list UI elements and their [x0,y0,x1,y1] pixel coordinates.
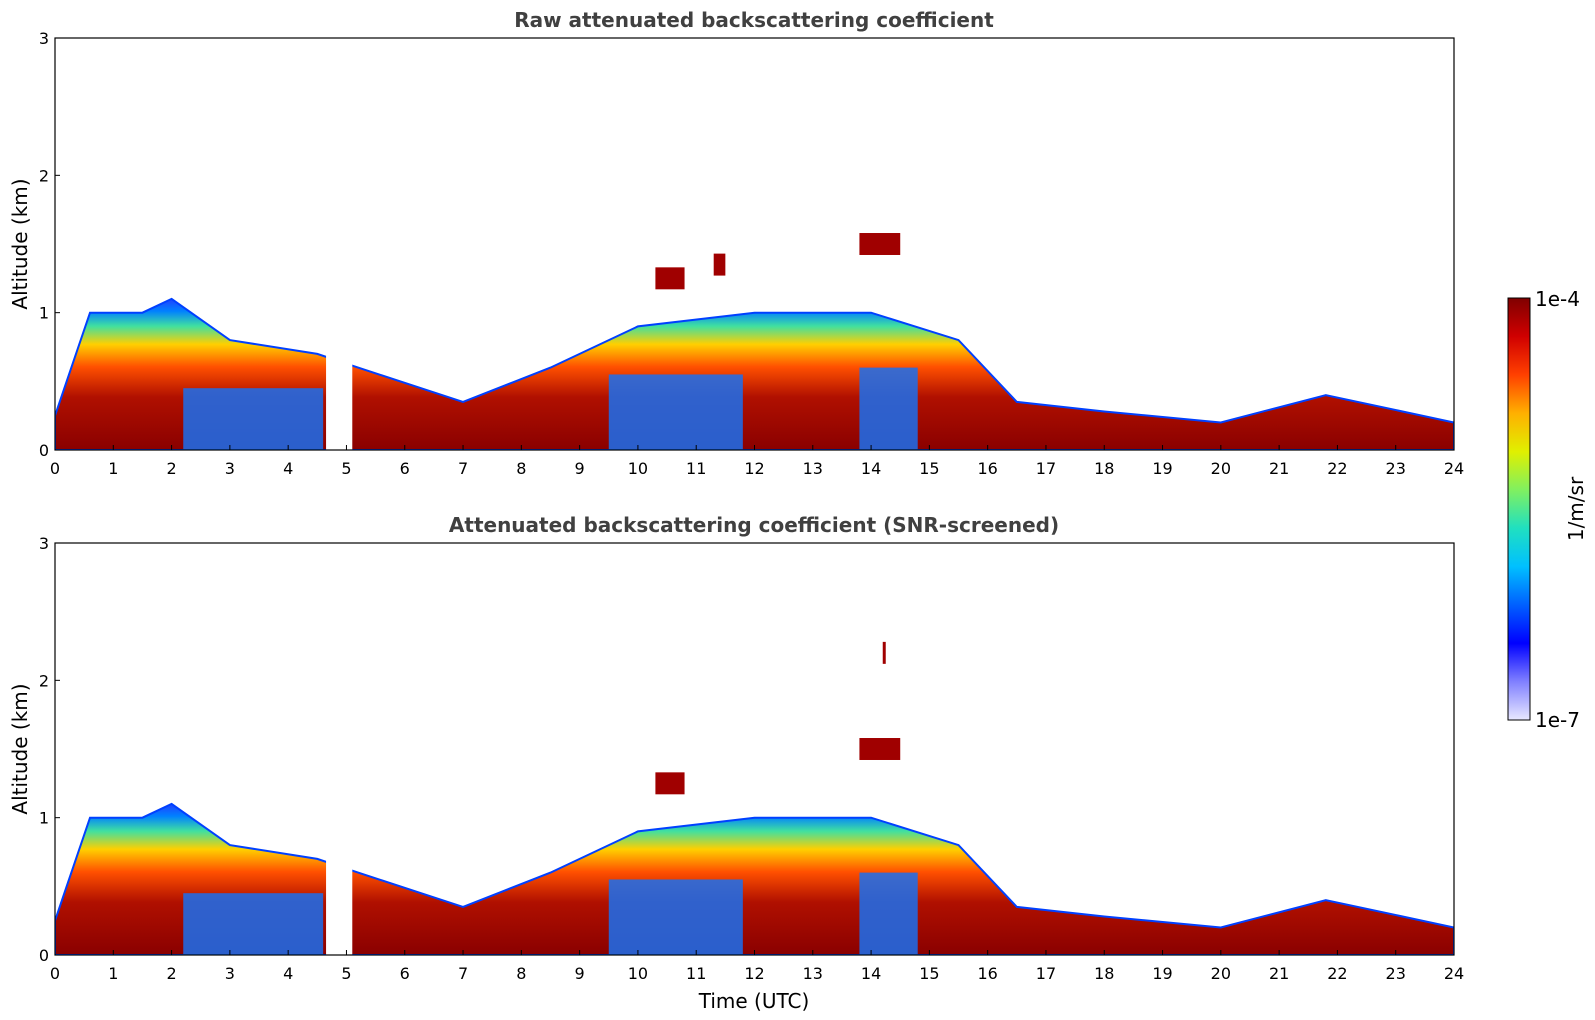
raw-backscatter-panel: Raw attenuated backscattering coefficien… [8,8,1464,478]
aerosol-plume [859,367,918,450]
data-gap [326,543,353,955]
x-tick-label: 17 [1036,964,1056,983]
x-tick-label: 14 [861,964,881,983]
x-axis: 0 1 2 3 4 5 6 7 8 9 10 11 12 13 14 15 16 17 18 19 20 21 22 23 24 [50,445,1464,478]
elevated-layer [713,253,726,276]
aerosol-plume [859,872,918,955]
y-axis-label: Altitude (km) [8,178,32,309]
data-gap [326,38,353,450]
y-axis: 0 1 2 3 [39,29,60,460]
x-tick-label: 15 [919,459,939,478]
x-tick-label: 9 [575,459,585,478]
x-tick-label: 19 [1152,459,1172,478]
x-tick-label: 7 [458,459,468,478]
aerosol-plume [183,388,324,450]
x-tick-label: 9 [575,964,585,983]
y-axis-label: Altitude (km) [8,683,32,814]
noise-region [1430,38,1454,334]
elevated-layer [859,738,901,760]
x-tick-label: 3 [225,459,235,478]
x-tick-label: 10 [628,459,648,478]
x-tick-label: 3 [225,964,235,983]
aerosol-plume [183,893,324,955]
chart-title: Attenuated backscattering coefficient (S… [449,513,1059,537]
x-tick-label: 2 [166,459,176,478]
y-tick-label: 0 [39,946,49,965]
chart-title: Raw attenuated backscattering coefficien… [514,8,994,32]
noise-region [352,38,1011,368]
x-tick-label: 16 [977,459,997,478]
heatmap-area [55,543,1454,955]
x-tick-label: 12 [744,964,764,983]
y-tick-label: 3 [39,29,49,48]
noise-region [1319,38,1344,334]
boundary-layer [55,802,1454,955]
x-tick-label: 17 [1036,459,1056,478]
x-tick-label: 2 [166,964,176,983]
snr-screened-panel: Attenuated backscattering coefficient (S… [8,513,1464,1013]
x-tick-label: 24 [1444,459,1464,478]
x-tick-label: 13 [803,964,823,983]
x-tick-label: 18 [1094,459,1114,478]
colorbar-max-label: 1e-4 [1535,287,1580,311]
x-tick-label: 5 [341,964,351,983]
colorbar-min-label: 1e-7 [1535,708,1580,732]
x-tick-label: 6 [400,459,410,478]
x-tick-label: 20 [1211,964,1231,983]
x-tick-label: 10 [628,964,648,983]
y-tick-label: 1 [39,809,49,828]
x-tick-label: 0 [50,459,60,478]
elevated-layer [882,641,886,664]
y-tick-label: 2 [39,166,49,185]
y-tick-label: 3 [39,534,49,553]
x-tick-label: 24 [1444,964,1464,983]
x-tick-label: 4 [283,459,293,478]
x-tick-label: 18 [1094,964,1114,983]
x-tick-label: 0 [50,964,60,983]
x-tick-label: 22 [1327,964,1347,983]
y-axis: 0 1 2 3 [39,534,60,965]
x-axis-label: Time (UTC) [698,989,810,1013]
elevated-layer [655,772,685,795]
noise-region [1249,38,1280,334]
x-tick-label: 11 [686,964,706,983]
x-tick-label: 22 [1327,459,1347,478]
x-tick-label: 6 [400,964,410,983]
x-tick-label: 8 [516,964,526,983]
heatmap-area [55,38,1454,450]
x-tick-label: 23 [1386,459,1406,478]
colorbar: 1e-4 1e-7 1/m/sr [1507,287,1588,732]
x-tick-label: 23 [1386,964,1406,983]
y-tick-label: 0 [39,441,49,460]
aerosol-plume [608,374,743,450]
aerosol-plume [608,879,743,955]
x-tick-label: 8 [516,459,526,478]
x-tick-label: 19 [1152,964,1172,983]
x-tick-label: 11 [686,459,706,478]
x-tick-label: 21 [1269,964,1289,983]
x-tick-label: 14 [861,459,881,478]
x-tick-label: 21 [1269,459,1289,478]
colorbar-unit-label: 1/m/sr [1564,476,1588,541]
noise-region [1395,38,1420,334]
boundary-layer [55,297,1454,450]
elevated-layer [859,233,901,255]
x-tick-label: 20 [1211,459,1231,478]
noise-region [57,38,324,327]
x-tick-label: 4 [283,964,293,983]
elevated-layer [655,267,685,290]
x-tick-label: 5 [341,459,351,478]
x-tick-label: 13 [803,459,823,478]
x-tick-label: 7 [458,964,468,983]
x-tick-label: 16 [977,964,997,983]
x-tick-label: 1 [108,964,118,983]
x-axis: 0 1 2 3 4 5 6 7 8 9 10 11 12 13 14 15 16 17 18 19 20 21 22 23 24 [50,950,1464,983]
x-tick-label: 12 [744,459,764,478]
y-tick-label: 2 [39,671,49,690]
y-tick-label: 1 [39,304,49,323]
colorbar-gradient [1507,297,1531,721]
x-tick-label: 15 [919,964,939,983]
x-tick-label: 1 [108,459,118,478]
